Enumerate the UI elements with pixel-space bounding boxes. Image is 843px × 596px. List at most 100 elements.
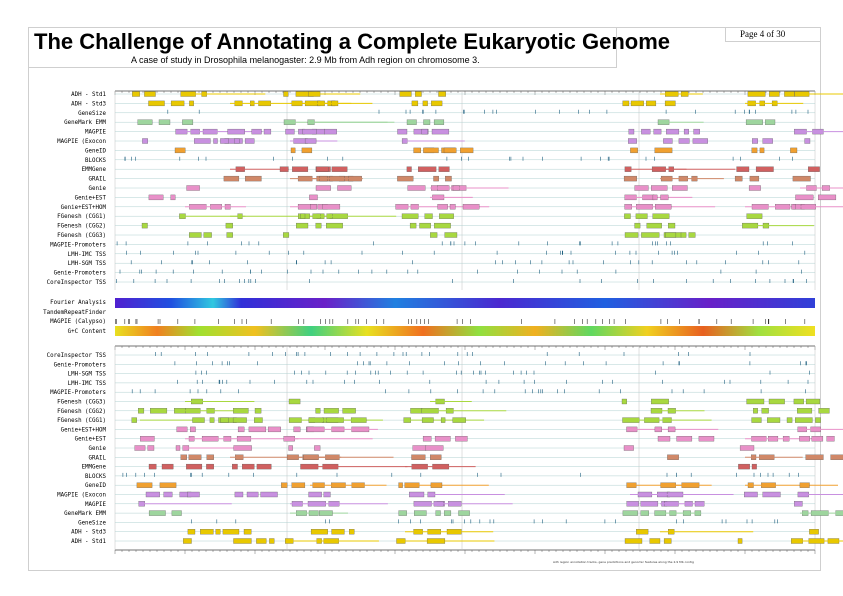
gene-feature [753, 408, 758, 414]
gene-feature [666, 128, 680, 135]
gene-feature [232, 417, 247, 423]
gene-feature [762, 138, 773, 144]
gene-feature [148, 510, 166, 516]
gc-content-band [115, 326, 815, 336]
gene-feature [636, 529, 649, 535]
gene-feature [431, 100, 443, 107]
gene-feature [655, 204, 672, 210]
gene-feature [189, 232, 202, 238]
gene-feature [434, 436, 451, 442]
gene-feature [435, 510, 441, 516]
track-label: EMMGene [82, 465, 107, 471]
gene-feature [808, 166, 820, 172]
gene-feature [668, 222, 676, 229]
page-number: Page 4 of 30 [740, 29, 786, 39]
track-label: Genie-Promoters [54, 362, 106, 368]
gene-feature [187, 491, 200, 498]
gene-feature [267, 426, 281, 433]
track-labels: ADH - Std1 ADH - Std3 GeneSize GeneMark EMM… [43, 92, 106, 545]
gene-feature [784, 91, 795, 97]
gene-feature [260, 491, 278, 498]
gene-feature [799, 482, 810, 488]
gene-feature [148, 463, 157, 470]
gene-feature [437, 204, 448, 210]
gene-feature [309, 194, 318, 201]
gene-feature [409, 222, 417, 229]
gene-feature [654, 426, 662, 433]
gene-feature [288, 398, 301, 405]
track-label: FGenesh (CGG3) [57, 400, 106, 406]
track-label: MAGPIE (Exocon [57, 493, 106, 499]
gene-feature [815, 417, 821, 423]
gene-feature [680, 232, 687, 238]
gene-feature [664, 100, 676, 107]
track-label: GeneSize [78, 520, 106, 526]
gene-feature [206, 454, 214, 460]
gene-feature [746, 213, 763, 219]
gene-feature [434, 222, 451, 229]
gene-feature [654, 147, 673, 154]
gene-feature [159, 482, 177, 488]
gene-feature [291, 482, 306, 488]
gene-feature [243, 529, 252, 535]
gene-feature [640, 510, 649, 516]
gene-feature [634, 222, 641, 229]
gene-feature [144, 91, 156, 97]
gene-feature [624, 232, 639, 238]
gene-feature [628, 128, 635, 135]
gene-feature [304, 138, 317, 144]
gene-feature [233, 445, 252, 451]
gene-feature [209, 417, 215, 423]
gene-feature [182, 119, 194, 125]
gene-feature [830, 454, 843, 460]
gene-feature [137, 119, 153, 125]
gene-feature [688, 232, 696, 238]
gene-feature [767, 417, 781, 423]
gene-feature [290, 147, 296, 154]
gene-feature [406, 166, 412, 172]
gene-feature [233, 538, 252, 544]
gene-feature [397, 175, 414, 182]
gene-feature [693, 128, 700, 135]
gene-feature [175, 445, 181, 451]
track-label: MAGPIE (Calypso) [50, 319, 106, 325]
gene-feature [665, 232, 677, 238]
gene-feature [791, 204, 796, 210]
gene-feature [805, 398, 821, 405]
gene-feature [794, 501, 803, 507]
gene-feature [445, 175, 452, 182]
gene-feature [319, 510, 333, 516]
track-label: Genie [89, 186, 107, 192]
gene-feature [263, 128, 272, 135]
gene-feature [676, 436, 693, 442]
gene-feature [150, 408, 168, 414]
title-box [28, 27, 617, 68]
gene-feature [452, 417, 466, 423]
gene-feature [283, 232, 290, 238]
gene-feature [315, 185, 331, 191]
gene-feature [422, 100, 428, 107]
gene-feature [413, 147, 421, 154]
gene-feature [433, 119, 445, 125]
gene-feature [213, 138, 218, 144]
gene-feature [698, 436, 715, 442]
gene-feature [818, 408, 830, 414]
gene-feature [630, 100, 644, 107]
footer-note: Adh region annotation tracks, gene predi… [553, 560, 694, 564]
gene-feature [444, 232, 458, 238]
gene-feature [203, 232, 212, 238]
page-subtitle: A case of study in Drosophila melanogast… [131, 55, 480, 65]
track-label: GeneMark EMM [64, 120, 106, 126]
gene-feature [331, 529, 345, 535]
gene-feature [136, 482, 153, 488]
gene-feature [628, 138, 637, 144]
gene-feature [414, 510, 427, 516]
gene-feature [737, 538, 743, 544]
gene-feature [646, 100, 657, 107]
gene-feature [283, 91, 289, 97]
gene-feature [423, 147, 439, 154]
gene-feature [170, 100, 185, 107]
gene-feature [752, 138, 758, 144]
gene-feature [331, 166, 348, 172]
gene-feature [424, 213, 433, 219]
